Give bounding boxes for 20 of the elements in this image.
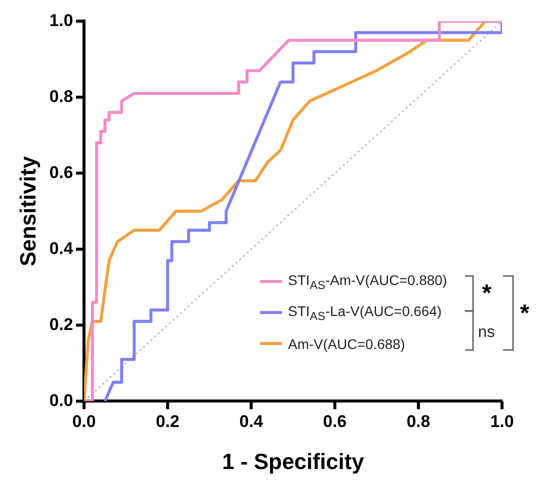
annotation: ns	[478, 324, 495, 342]
y-tick-label: 0.0	[49, 390, 74, 410]
x-tick-label: 0.4	[239, 412, 264, 432]
x-tick-label: 0.8	[406, 412, 430, 432]
text: *	[520, 300, 530, 328]
legend-label: STI$_{AS}$-La-V(AUC=0.664)	[288, 302, 442, 322]
y-tick-label: 0.4	[49, 238, 74, 258]
x-axis-title: 1 - Specificity	[222, 448, 365, 474]
x-tick-label: 1.0	[490, 412, 514, 432]
y-axis-title: Sensitivity	[15, 155, 40, 266]
y-tick-label: 0.2	[49, 314, 74, 334]
x-tick-label: 0.6	[322, 412, 347, 432]
x-tick-label: 0.2	[156, 412, 180, 432]
y-tick-label: 0.6	[49, 162, 74, 182]
annotation: *	[482, 280, 492, 308]
y-tick-label: 0.8	[49, 86, 74, 106]
legend-label: STI$_{AS}$-Am-V(AUC=0.880)	[288, 272, 448, 292]
legend-label: Am-V(AUC=0.688)	[288, 336, 406, 352]
x-tick-label: 0.0	[72, 412, 96, 432]
y-tick-label: 1.0	[49, 10, 74, 30]
